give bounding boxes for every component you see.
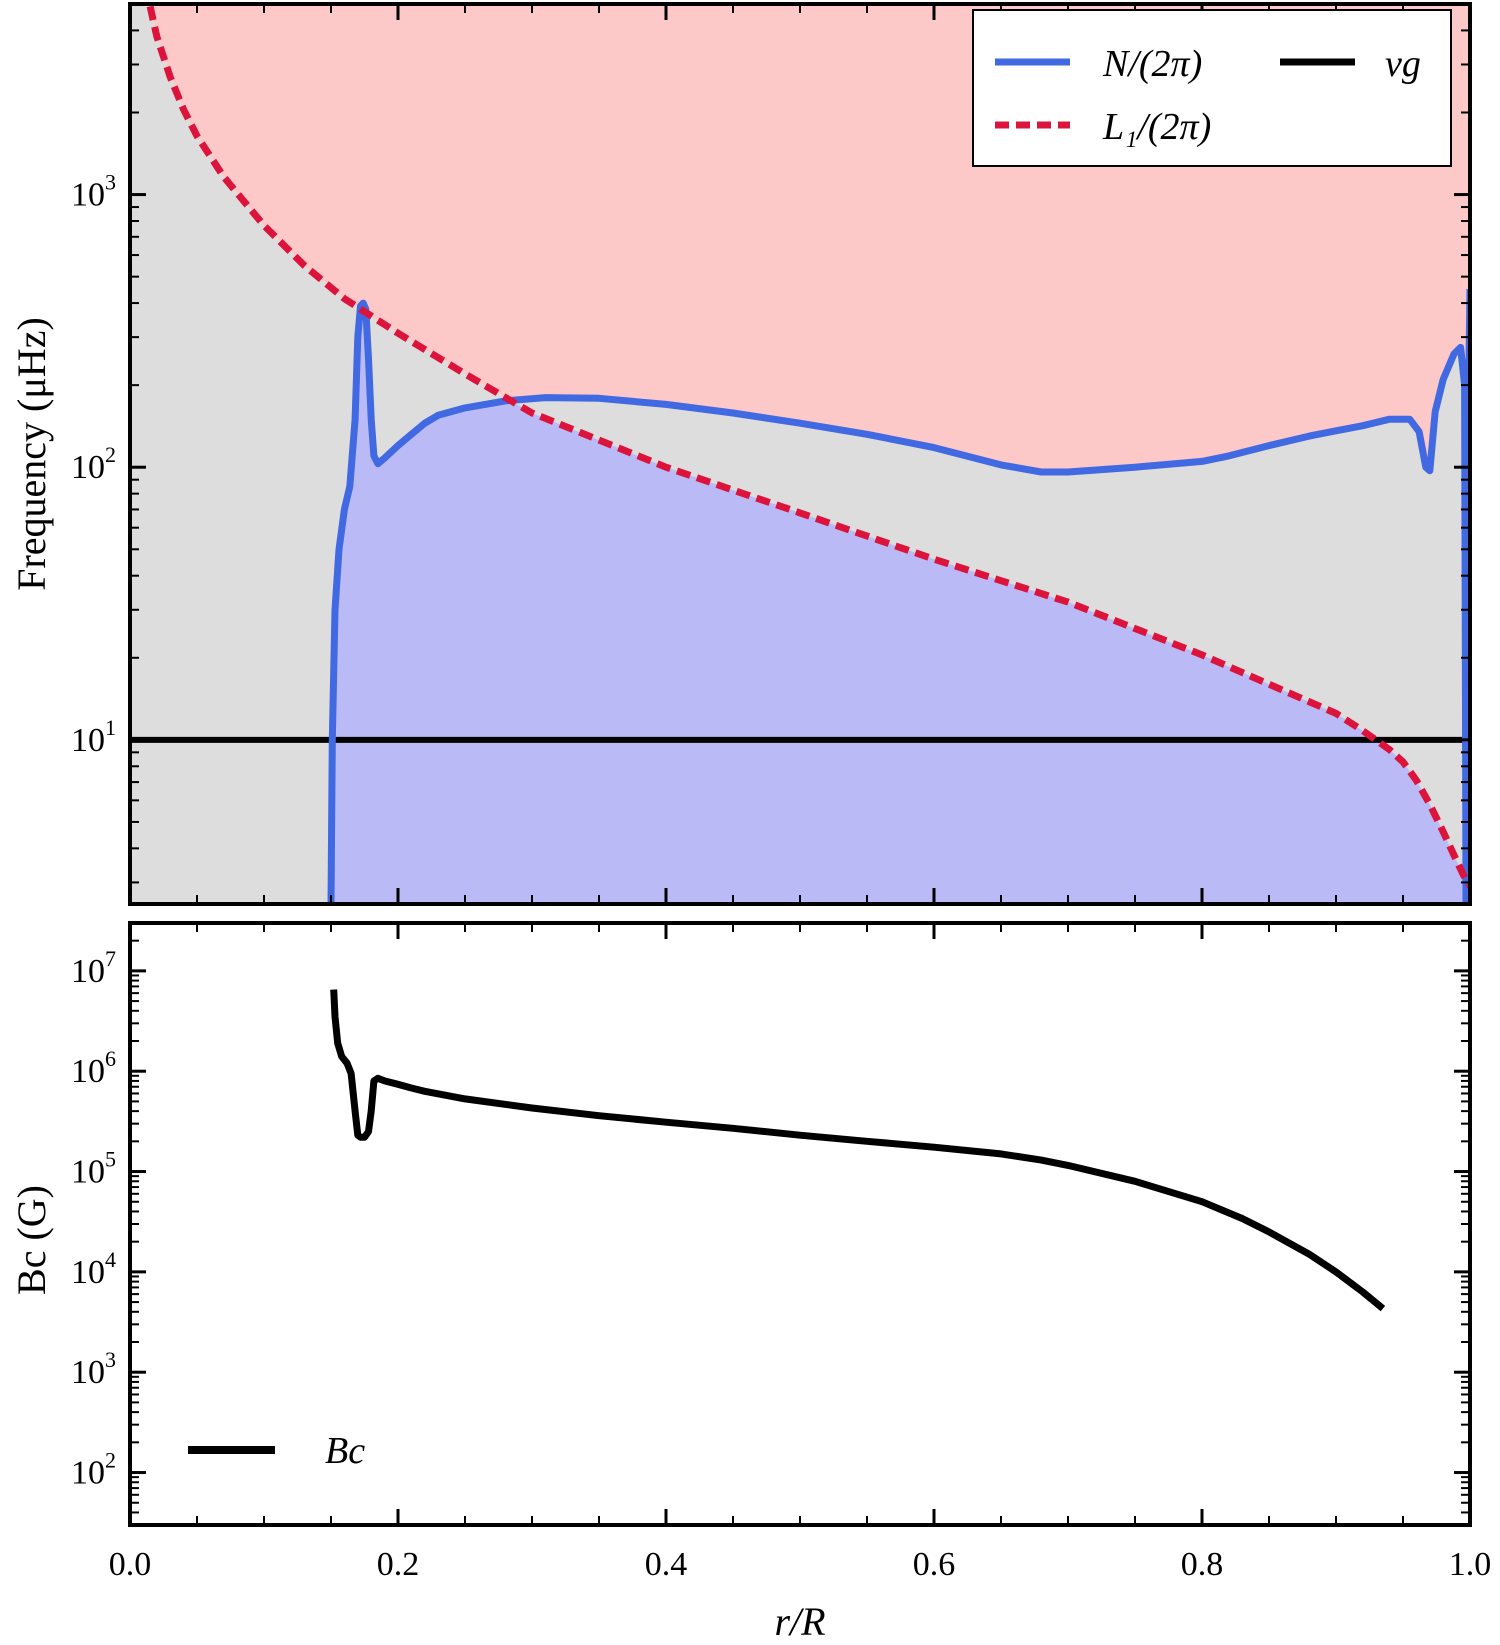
y-tick-label: 101 (71, 715, 116, 759)
y-tick-label: 104 (71, 1247, 116, 1291)
x-tick-label: 0.4 (645, 1546, 688, 1583)
legend-label-bc: Bc (325, 1430, 365, 1472)
x-tick-label: 0.6 (913, 1546, 956, 1583)
y-tick-label: 105 (71, 1147, 116, 1191)
series-line-bc (330, 989, 1386, 1312)
bottom-ytick-labels: 102 103 104 105 106 107 (71, 946, 116, 1492)
fill-region-below (331, 309, 1470, 904)
x-tick-label: 1.0 (1449, 1546, 1492, 1583)
bottom-plot-frame (128, 921, 1472, 1527)
bottom-y-axis-label: Bc (G) (9, 1185, 54, 1295)
top-ytick-labels: 101 102 103 (71, 170, 116, 759)
y-tick-label: 102 (71, 442, 116, 486)
bottom-series-group (330, 989, 1386, 1312)
series-line-n (327, 289, 1470, 904)
legend-label-l1: L₁/(2π) (1102, 106, 1211, 148)
bottom-panel: 102 103 104 105 106 107 0.0 0.2 0.4 0.6 0.8 1.0 Bc… (9, 921, 1492, 1644)
top-legend: N/(2π) νg L₁/(2π) (972, 9, 1452, 167)
series-line-l1 (146, 5, 1470, 889)
y-tick-label: 102 (71, 1448, 116, 1492)
x-tick-label: 0.0 (109, 1546, 152, 1583)
top-legend-box (972, 9, 1452, 167)
y-tick-label: 106 (71, 1046, 116, 1090)
y-tick-label: 103 (71, 170, 116, 214)
x-tick-label: 0.8 (1181, 1546, 1224, 1583)
bottom-legend: Bc (188, 1430, 365, 1472)
top-panel: 101 102 103 Frequency (μHz) N/(2π) νg L₁/(… (9, 2, 1472, 906)
y-tick-label: 103 (71, 1347, 116, 1391)
bottom-xtick-labels: 0.0 0.2 0.4 0.6 0.8 1.0 (109, 1546, 1492, 1583)
x-tick-label: 0.2 (377, 1546, 420, 1583)
bottom-x-axis-label: r/R (774, 1599, 825, 1644)
top-series-group (130, 5, 1470, 904)
top-plot-frame (128, 2, 1472, 906)
legend-label-nu-g: νg (1385, 43, 1421, 85)
y-tick-label: 107 (71, 946, 116, 990)
top-y-axis-label: Frequency (μHz) (9, 317, 54, 591)
legend-label-n: N/(2π) (1102, 43, 1202, 85)
fill-region-above (149, 4, 1470, 882)
